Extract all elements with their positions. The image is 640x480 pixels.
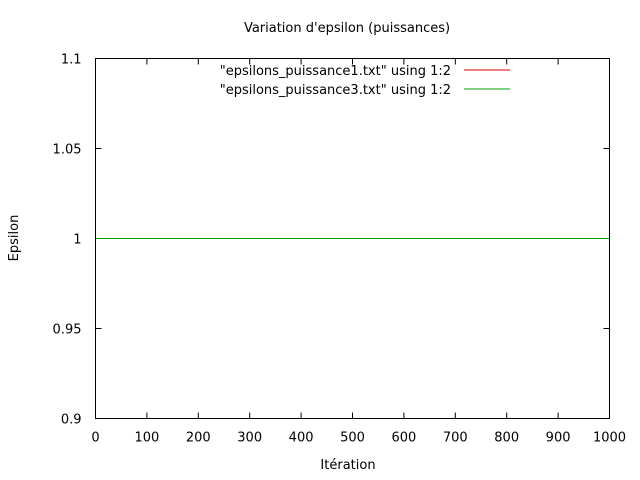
x-tick-label: 0 <box>91 431 99 446</box>
y-tick-label: 0.9 <box>61 413 82 428</box>
chart-title: Variation d'epsilon (puissances) <box>244 21 450 36</box>
legend-label-1: "epsilons_puissance1.txt" using 1:2 <box>220 64 451 79</box>
x-tick-label: 100 <box>134 431 159 446</box>
y-tick-label: 1.1 <box>61 53 82 68</box>
x-tick-label: 1000 <box>593 431 626 446</box>
x-axis-label: Itération <box>320 458 375 473</box>
y-tick-label: 0.95 <box>53 323 82 338</box>
legend-label-2: "epsilons_puissance3.txt" using 1:2 <box>220 83 451 98</box>
x-tick-label: 200 <box>186 431 211 446</box>
x-tick-label: 400 <box>289 431 314 446</box>
axis-ticks: 0 100 200 300 400 500 600 700 800 900 1000 0.9 0.95 1… <box>53 53 627 446</box>
x-tick-label: 900 <box>546 431 571 446</box>
x-tick-label: 500 <box>340 431 365 446</box>
plot-frame <box>95 58 610 419</box>
x-tick-label: 700 <box>443 431 468 446</box>
y-tick-label: 1 <box>73 233 81 248</box>
y-tick-label: 1.05 <box>53 143 82 158</box>
x-tick-label: 600 <box>391 431 416 446</box>
x-tick-label: 800 <box>494 431 519 446</box>
y-axis-label: Epsilon <box>7 215 22 262</box>
x-tick-label: 300 <box>237 431 262 446</box>
legend: "epsilons_puissance1.txt" using 1:2 "epsi… <box>220 64 510 98</box>
